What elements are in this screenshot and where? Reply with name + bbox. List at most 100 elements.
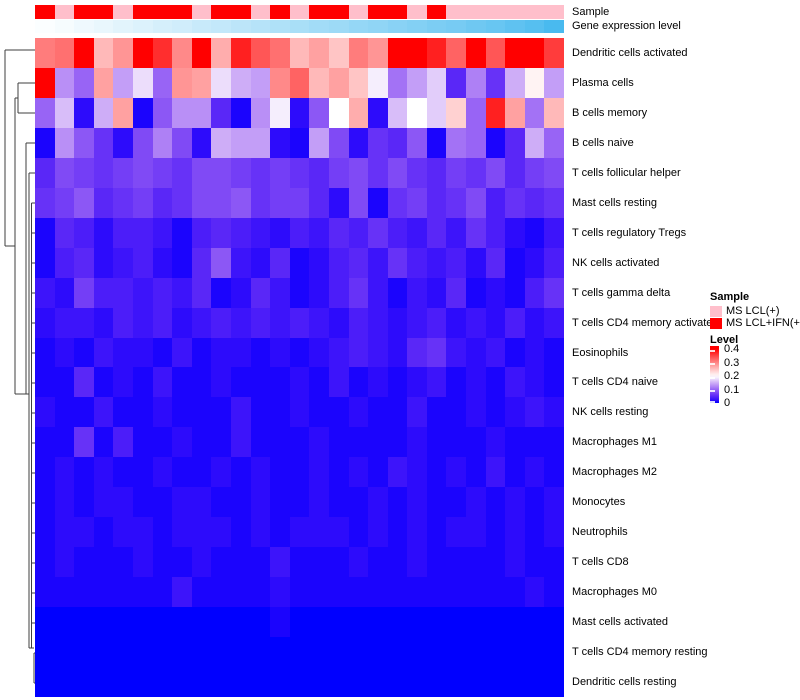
heatmap-cell — [172, 577, 192, 608]
heatmap-cell — [230, 517, 251, 548]
level-colorbar-tick — [710, 401, 715, 403]
heatmap-cell — [289, 337, 310, 368]
heatmap-cell — [524, 667, 545, 697]
heatmap-cell — [387, 97, 408, 128]
heatmap-cell — [426, 187, 447, 218]
heatmap-cell — [289, 667, 310, 697]
heatmap-cell — [74, 38, 94, 68]
level-tick-0: 0 — [724, 396, 731, 409]
heatmap-row — [35, 607, 565, 638]
heatmap-cell — [54, 547, 75, 578]
row-label: NK cells activated — [572, 256, 660, 269]
heatmap-cell — [544, 637, 565, 668]
heatmap-cell — [270, 457, 290, 488]
heatmap-cell — [172, 157, 192, 188]
heatmap-cell — [270, 547, 290, 578]
heatmap-cell — [250, 127, 271, 158]
gene-expression-annotation-cell — [466, 20, 486, 33]
gene-expression-annotation-cell — [309, 20, 329, 33]
heatmap-cell — [485, 307, 506, 338]
heatmap-cell — [93, 97, 114, 128]
heatmap-cell — [387, 397, 408, 428]
heatmap-cell — [93, 457, 114, 488]
heatmap-cell — [35, 97, 55, 128]
heatmap-cell — [172, 127, 192, 158]
heatmap-cell — [289, 487, 310, 518]
row-label: Plasma cells — [572, 76, 634, 89]
heatmap-cell — [250, 547, 271, 578]
heatmap-cell — [446, 97, 467, 128]
heatmap-cell — [230, 157, 251, 188]
heatmap-cell — [328, 547, 349, 578]
heatmap-cell — [270, 397, 290, 428]
heatmap-cell — [309, 247, 329, 278]
heatmap-cell — [230, 97, 251, 128]
heatmap-cell — [172, 667, 192, 697]
heatmap-cell — [211, 427, 231, 458]
heatmap-cell — [35, 337, 55, 368]
heatmap-cell — [35, 577, 55, 608]
heatmap-cell — [113, 187, 133, 218]
heatmap-cell — [93, 187, 114, 218]
heatmap-cell — [172, 487, 192, 518]
heatmap-cell — [250, 217, 271, 248]
heatmap-cell — [387, 187, 408, 218]
gene-expression-annotation-cell — [387, 20, 408, 33]
heatmap-cell — [132, 67, 153, 98]
heatmap-cell — [309, 97, 329, 128]
heatmap-cell — [74, 577, 94, 608]
heatmap-cell — [368, 38, 388, 68]
gene-expression-annotation-cell — [172, 20, 192, 33]
heatmap-cell — [426, 38, 447, 68]
heatmap-cell — [191, 307, 212, 338]
heatmap-cell — [524, 607, 545, 638]
heatmap-cell — [544, 217, 565, 248]
heatmap-cell — [544, 127, 565, 158]
heatmap-cell — [426, 67, 447, 98]
heatmap-cell — [211, 607, 231, 638]
legend-item-lcl: MS LCL(+) — [710, 305, 780, 317]
sample-annotation-cell — [544, 5, 565, 19]
heatmap-cell — [446, 127, 467, 158]
heatmap-cell — [524, 457, 545, 488]
heatmap-cell — [113, 427, 133, 458]
gene-expression-annotation-cell — [191, 20, 212, 33]
heatmap-cell — [328, 38, 349, 68]
heatmap-cell — [485, 217, 506, 248]
heatmap-row — [35, 397, 565, 428]
gene-expression-annotation-cell — [407, 20, 427, 33]
heatmap-cell — [485, 367, 506, 398]
row-label: T cells CD4 naive — [572, 376, 658, 389]
heatmap-cell — [74, 337, 94, 368]
heatmap-cell — [348, 637, 369, 668]
heatmap-cell — [466, 307, 486, 338]
heatmap-row — [35, 127, 565, 158]
heatmap-cell — [191, 397, 212, 428]
heatmap-cell — [230, 367, 251, 398]
heatmap-cell — [446, 337, 467, 368]
heatmap-cell — [191, 247, 212, 278]
heatmap-cell — [309, 487, 329, 518]
sample-annotation-cell — [74, 5, 94, 19]
sample-annotation-cell — [446, 5, 467, 19]
heatmap-cell — [289, 547, 310, 578]
heatmap-cell — [132, 607, 153, 638]
gene-expression-annotation-cell — [35, 20, 55, 33]
sample-annotation-cell — [348, 5, 369, 19]
heatmap-cell — [466, 427, 486, 458]
heatmap-cell — [387, 157, 408, 188]
heatmap-cell — [54, 637, 75, 668]
gene-expression-annotation-cell — [74, 20, 94, 33]
heatmap-cell — [289, 517, 310, 548]
heatmap-cell — [348, 217, 369, 248]
heatmap-cell — [93, 217, 114, 248]
gene-expression-annotation-bar — [35, 20, 565, 33]
heatmap-cell — [191, 38, 212, 68]
heatmap-cell — [132, 97, 153, 128]
heatmap-cell — [35, 277, 55, 308]
heatmap-cell — [505, 547, 525, 578]
heatmap-cell — [152, 217, 173, 248]
heatmap-cell — [328, 667, 349, 697]
heatmap-cell — [505, 367, 525, 398]
heatmap-cell — [387, 127, 408, 158]
